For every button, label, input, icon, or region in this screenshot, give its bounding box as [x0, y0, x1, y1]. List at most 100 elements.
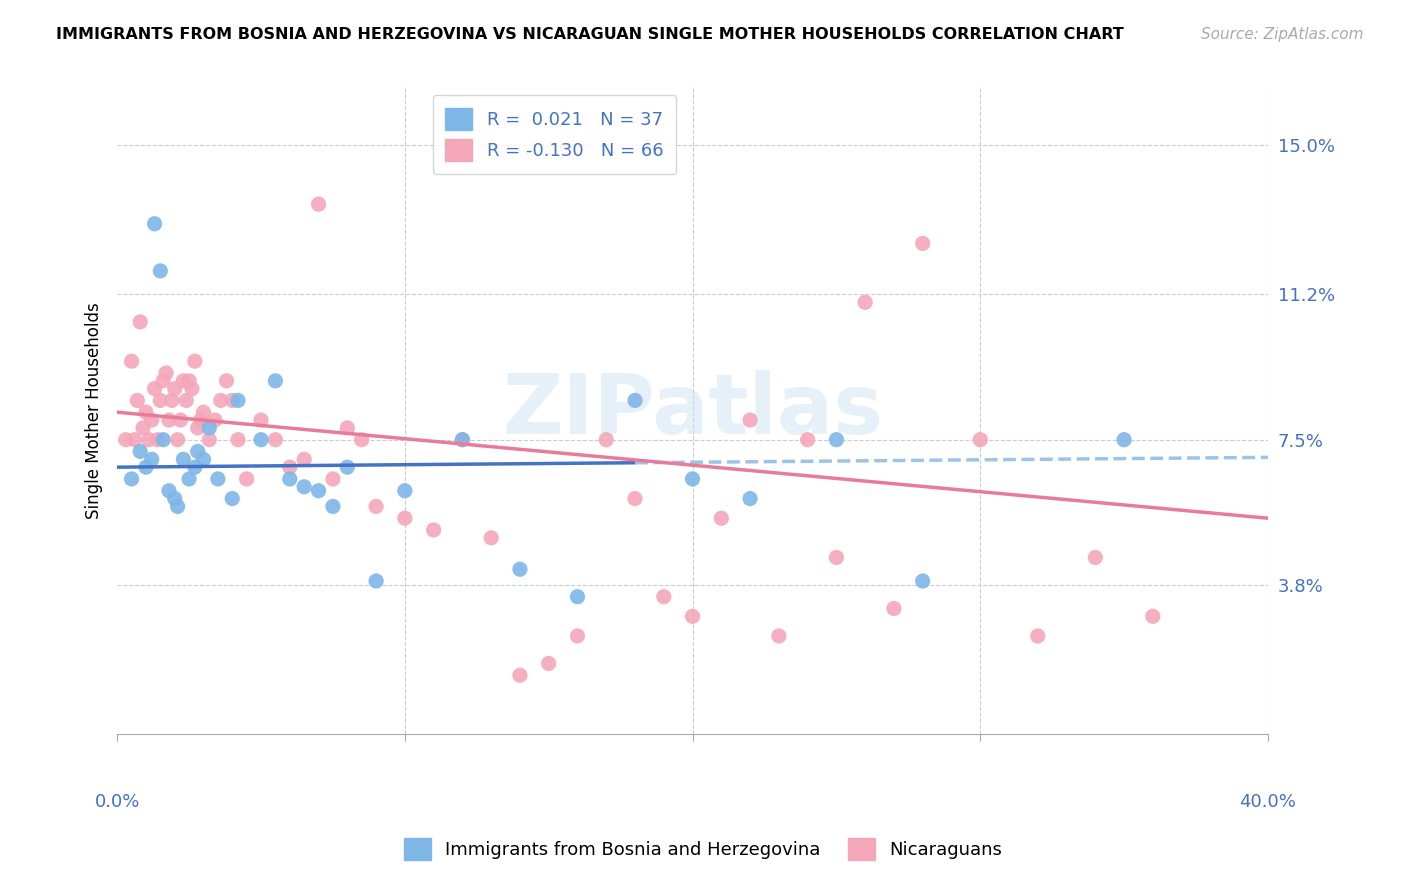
Point: [738, 413, 761, 427]
Point: [394, 511, 416, 525]
Point: [308, 483, 330, 498]
Point: [911, 236, 934, 251]
Point: [509, 562, 531, 576]
Point: [768, 629, 790, 643]
Point: [509, 668, 531, 682]
Point: [308, 197, 330, 211]
Point: [235, 472, 257, 486]
Point: [264, 374, 287, 388]
Point: [292, 452, 315, 467]
Point: [207, 472, 229, 486]
Point: [149, 264, 172, 278]
Y-axis label: Single Mother Households: Single Mother Households: [86, 301, 103, 518]
Point: [141, 413, 163, 427]
Text: Source: ZipAtlas.com: Source: ZipAtlas.com: [1201, 27, 1364, 42]
Point: [292, 480, 315, 494]
Text: IMMIGRANTS FROM BOSNIA AND HERZEGOVINA VS NICARAGUAN SINGLE MOTHER HOUSEHOLDS CO: IMMIGRANTS FROM BOSNIA AND HERZEGOVINA V…: [56, 27, 1123, 42]
Point: [127, 393, 149, 408]
Point: [193, 405, 215, 419]
Point: [181, 382, 204, 396]
Point: [264, 433, 287, 447]
Point: [350, 433, 373, 447]
Point: [155, 366, 177, 380]
Point: [364, 574, 387, 588]
Point: [825, 550, 848, 565]
Point: [135, 460, 157, 475]
Point: [221, 393, 243, 408]
Point: [322, 472, 344, 486]
Point: [479, 531, 502, 545]
Point: [278, 460, 301, 475]
Point: [138, 433, 160, 447]
Point: [209, 393, 232, 408]
Point: [969, 433, 991, 447]
Point: [163, 491, 186, 506]
Point: [184, 460, 207, 475]
Point: [141, 452, 163, 467]
Legend: R =  0.021   N = 37, R = -0.130   N = 66: R = 0.021 N = 37, R = -0.130 N = 66: [433, 95, 676, 174]
Point: [172, 374, 194, 388]
Point: [336, 421, 359, 435]
Point: [537, 657, 560, 671]
Point: [226, 433, 249, 447]
Point: [174, 393, 197, 408]
Point: [172, 452, 194, 467]
Point: [853, 295, 876, 310]
Point: [215, 374, 238, 388]
Point: [157, 483, 180, 498]
Point: [160, 393, 183, 408]
Point: [652, 590, 675, 604]
Text: 40.0%: 40.0%: [1240, 793, 1296, 811]
Point: [221, 491, 243, 506]
Point: [198, 433, 221, 447]
Point: [422, 523, 444, 537]
Point: [883, 601, 905, 615]
Point: [825, 433, 848, 447]
Point: [152, 374, 174, 388]
Point: [1142, 609, 1164, 624]
Point: [451, 433, 474, 447]
Point: [129, 444, 152, 458]
Point: [169, 413, 191, 427]
Point: [624, 393, 647, 408]
Point: [682, 472, 704, 486]
Point: [250, 413, 273, 427]
Point: [911, 574, 934, 588]
Text: 0.0%: 0.0%: [94, 793, 139, 811]
Point: [322, 500, 344, 514]
Point: [163, 382, 186, 396]
Point: [114, 433, 136, 447]
Point: [226, 393, 249, 408]
Legend: Immigrants from Bosnia and Herzegovina, Nicaraguans: Immigrants from Bosnia and Herzegovina, …: [396, 830, 1010, 867]
Point: [595, 433, 617, 447]
Point: [567, 590, 589, 604]
Point: [250, 433, 273, 447]
Point: [624, 491, 647, 506]
Point: [124, 433, 146, 447]
Point: [796, 433, 818, 447]
Point: [143, 382, 166, 396]
Point: [129, 315, 152, 329]
Point: [121, 472, 143, 486]
Point: [1084, 550, 1107, 565]
Point: [193, 452, 215, 467]
Point: [184, 354, 207, 368]
Point: [1026, 629, 1049, 643]
Point: [152, 433, 174, 447]
Point: [682, 609, 704, 624]
Point: [157, 413, 180, 427]
Point: [132, 421, 155, 435]
Point: [146, 433, 169, 447]
Point: [451, 433, 474, 447]
Point: [143, 217, 166, 231]
Point: [567, 629, 589, 643]
Text: ZIPatlas: ZIPatlas: [502, 370, 883, 450]
Point: [166, 433, 188, 447]
Point: [166, 500, 188, 514]
Point: [738, 491, 761, 506]
Point: [204, 413, 226, 427]
Point: [190, 413, 212, 427]
Point: [1112, 433, 1135, 447]
Point: [336, 460, 359, 475]
Point: [364, 500, 387, 514]
